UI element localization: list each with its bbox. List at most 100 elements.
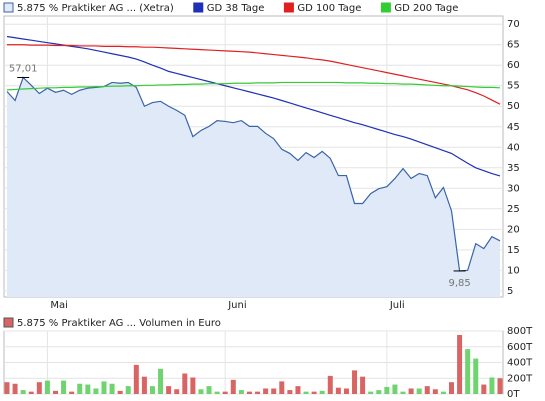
bar [295, 386, 301, 394]
value-label: 9,85 [448, 278, 470, 289]
y-tick-label: 10 [507, 265, 520, 276]
line [6, 35, 501, 177]
bar [69, 391, 75, 394]
bar [182, 373, 188, 394]
bar [101, 381, 107, 394]
legend-label: 5.875 % Praktiker AG ... (Xetra) [17, 3, 174, 14]
bar [214, 391, 220, 394]
bar [246, 391, 252, 394]
bar [190, 377, 196, 394]
bar [327, 375, 333, 394]
y-tick-label: 200T [507, 373, 533, 384]
bar [52, 390, 58, 394]
legend-swatch [380, 2, 391, 13]
y-tick-label: 800T [507, 326, 533, 337]
line [6, 81, 501, 91]
value-label: 57,01 [9, 63, 38, 74]
bar [352, 370, 358, 394]
y-tick-label: 65 [507, 40, 520, 51]
bar [287, 390, 293, 394]
bar [424, 386, 430, 394]
bar [440, 391, 446, 394]
bar [117, 390, 123, 394]
bar [473, 358, 479, 394]
y-tick-label: 60 [507, 60, 520, 71]
bar [149, 386, 155, 394]
bar [12, 383, 18, 394]
bar [457, 334, 463, 394]
y-tick-label: 400T [507, 358, 533, 369]
bar [400, 391, 406, 394]
bar [343, 388, 349, 394]
bar [109, 383, 115, 394]
bar [255, 391, 261, 394]
legend-label: GD 200 Tage [394, 3, 458, 14]
x-tick-label: Juli [389, 300, 405, 311]
bar [432, 389, 438, 394]
bar [263, 388, 269, 394]
bar [125, 386, 131, 394]
bar [141, 376, 147, 394]
legend-label: GD 100 Tage [297, 3, 361, 14]
bar [335, 387, 341, 394]
y-tick-label: 40 [507, 142, 520, 153]
bar [392, 384, 398, 394]
bar [166, 386, 172, 394]
bar [311, 391, 317, 394]
bar [449, 382, 455, 394]
x-tick-label: Mai [50, 300, 68, 311]
bar [44, 380, 50, 394]
y-tick-label: 35 [507, 163, 520, 174]
line [7, 44, 501, 105]
area [7, 77, 500, 297]
bar [230, 379, 236, 394]
bar [77, 383, 83, 394]
y-tick-label: 15 [507, 245, 520, 256]
bar [303, 391, 309, 394]
bar [376, 390, 382, 394]
bar [279, 381, 285, 394]
bar [133, 364, 139, 394]
y-tick-label: 600T [507, 342, 533, 353]
y-tick-label: 55 [507, 81, 520, 92]
bar [61, 380, 67, 394]
bar [36, 382, 42, 394]
legend-swatch [3, 317, 14, 328]
bar [360, 376, 366, 394]
y-tick-label: 5 [507, 286, 513, 297]
y-tick-label: 45 [507, 122, 520, 133]
bar [4, 382, 10, 394]
bar [206, 386, 212, 394]
bar [368, 391, 374, 394]
y-tick-label: 30 [507, 183, 520, 194]
bar [271, 388, 277, 394]
bar [20, 390, 26, 394]
bar [384, 386, 390, 394]
legend-swatch [3, 2, 14, 13]
y-tick-label: 0T [507, 389, 520, 400]
bar [85, 384, 91, 394]
bar [222, 391, 228, 394]
legend-label: GD 38 Tage [207, 3, 265, 14]
bar [489, 377, 495, 394]
legend-swatch [283, 2, 294, 13]
bar [93, 388, 99, 394]
bar [198, 389, 204, 394]
bar [238, 390, 244, 394]
bar [319, 390, 325, 394]
y-tick-label: 50 [507, 101, 520, 112]
bar [28, 391, 34, 394]
bar [497, 378, 503, 394]
bar [465, 349, 471, 394]
bar [158, 368, 164, 394]
legend-swatch [193, 2, 204, 13]
legend-label: 5.875 % Praktiker AG ... Volumen in Euro [17, 318, 221, 329]
line [6, 76, 501, 272]
bar [416, 388, 422, 394]
bar [481, 384, 487, 394]
x-tick-label: Juni [227, 300, 246, 311]
y-tick-label: 25 [507, 204, 520, 215]
bar [408, 388, 414, 394]
y-tick-label: 70 [507, 19, 520, 30]
